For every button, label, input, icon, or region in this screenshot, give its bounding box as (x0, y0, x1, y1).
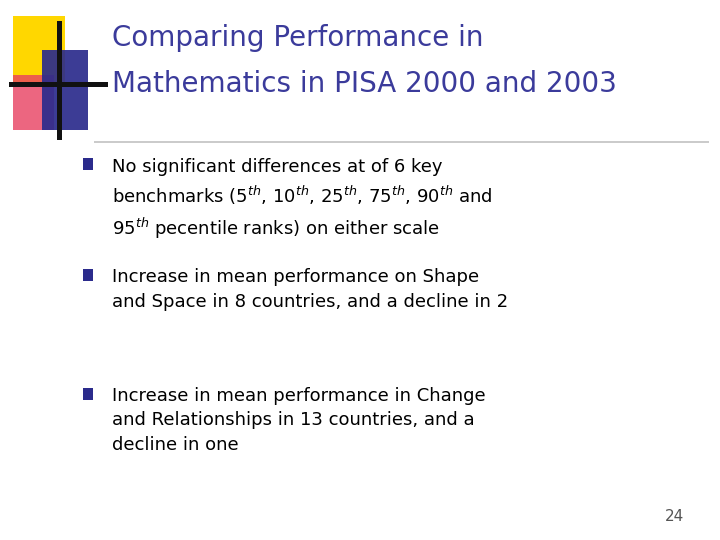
Text: Comparing Performance in: Comparing Performance in (112, 24, 483, 52)
Text: Increase in mean performance on Shape
and Space in 8 countries, and a decline in: Increase in mean performance on Shape an… (112, 268, 508, 310)
Text: Mathematics in PISA 2000 and 2003: Mathematics in PISA 2000 and 2003 (112, 70, 616, 98)
Text: No significant differences at of 6 key
benchmarks (5$^{th}$, 10$^{th}$, 25$^{th}: No significant differences at of 6 key b… (112, 158, 492, 241)
Text: 24: 24 (665, 509, 684, 524)
Text: Increase in mean performance in Change
and Relationships in 13 countries, and a
: Increase in mean performance in Change a… (112, 387, 485, 454)
